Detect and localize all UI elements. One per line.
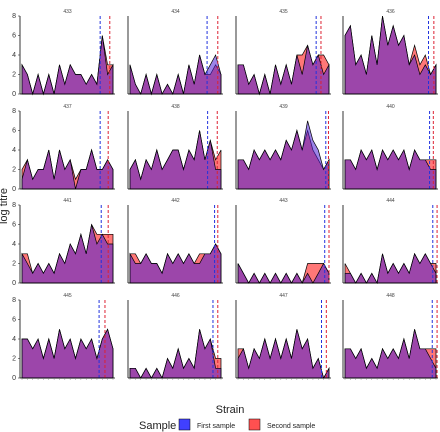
facet-title: 436	[386, 9, 395, 15]
facet-title: 447	[279, 293, 288, 299]
facet-title: 433	[63, 9, 72, 15]
legend-label-second: Second sample	[267, 423, 315, 430]
legend-swatch-first	[178, 418, 191, 431]
first-sample-area	[344, 15, 437, 95]
legend-label-first: First sample	[197, 423, 235, 430]
facet-panel-441: 441 0 2 4 6 8	[12, 198, 115, 287]
y-tick-label: 4	[12, 241, 16, 248]
y-tick-label: 6	[12, 222, 16, 229]
facet-panel-433: 433 0 2 4 6 8	[12, 9, 115, 98]
facet-panel-438: 438	[127, 104, 223, 190]
first-sample-area	[344, 149, 437, 190]
y-tick-label: 8	[12, 108, 16, 115]
y-tick-label: 6	[12, 33, 16, 40]
y-tick-label: 0	[12, 280, 16, 287]
legend-title: Sample	[139, 420, 176, 432]
y-tick-label: 6	[12, 317, 16, 324]
first-sample-area	[21, 148, 114, 190]
first-sample-area	[129, 329, 222, 379]
first-sample-area	[129, 243, 222, 284]
facet-title: 443	[279, 198, 288, 204]
facet-title: 441	[63, 198, 72, 204]
facet-title: 435	[279, 9, 288, 15]
facet-title: 445	[63, 293, 72, 299]
facet-title: 446	[171, 293, 180, 299]
facet-panel-434: 434	[127, 9, 223, 96]
legend: Sample First sample Second sample	[139, 418, 315, 432]
facet-title: 438	[171, 104, 180, 110]
facet-title: 448	[386, 293, 395, 299]
first-sample-area	[129, 54, 222, 96]
y-tick-label: 8	[12, 202, 16, 209]
first-sample-area	[21, 224, 114, 284]
facet-panel-444: 444	[342, 198, 438, 285]
facet-panel-436: 436	[342, 9, 438, 95]
x-axis-title: Strain	[216, 404, 245, 416]
legend-swatch-second	[248, 418, 261, 431]
first-sample-area	[344, 252, 437, 285]
y-tick-label: 4	[12, 336, 16, 343]
facet-panel-446: 446	[127, 293, 223, 380]
facet-panel-442: 442	[127, 198, 223, 284]
first-sample-area	[237, 45, 330, 96]
facet-panel-437: 437 0 2 4 6 8	[12, 104, 115, 193]
facet-title: 442	[171, 198, 180, 204]
y-tick-label: 2	[12, 167, 16, 174]
y-tick-label: 4	[12, 147, 16, 154]
facet-panel-448: 448	[342, 293, 438, 380]
y-tick-label: 8	[12, 13, 16, 20]
facet-title: 444	[386, 198, 395, 204]
first-sample-area	[237, 262, 330, 284]
y-tick-label: 2	[12, 72, 16, 79]
y-tick-label: 2	[12, 356, 16, 363]
y-tick-label: 0	[12, 186, 16, 193]
y-tick-label: 4	[12, 52, 16, 59]
y-tick-label: 8	[12, 297, 16, 304]
first-sample-area	[237, 120, 330, 190]
first-sample-area	[129, 130, 222, 190]
y-tick-label: 0	[12, 91, 16, 98]
facet-panel-447: 447	[235, 293, 331, 380]
facet-title: 434	[171, 9, 180, 15]
facet-title: 439	[279, 104, 288, 110]
facet-title: 440	[386, 104, 395, 110]
y-axis-title: log titre	[0, 188, 10, 224]
first-sample-area	[344, 329, 437, 379]
facet-panel-439: 439	[235, 104, 331, 190]
facet-panel-445: 445 0 2 4 6 8	[12, 293, 115, 382]
facet-panel-443: 443	[235, 198, 331, 284]
facet-panel-440: 440	[342, 104, 438, 190]
first-sample-area	[21, 328, 114, 379]
y-tick-label: 6	[12, 128, 16, 135]
y-tick-label: 0	[12, 375, 16, 382]
facet-panel-435: 435	[235, 9, 331, 96]
facet-title: 437	[63, 104, 72, 110]
first-sample-area	[237, 329, 330, 379]
first-sample-area	[21, 35, 114, 96]
y-tick-label: 2	[12, 261, 16, 268]
